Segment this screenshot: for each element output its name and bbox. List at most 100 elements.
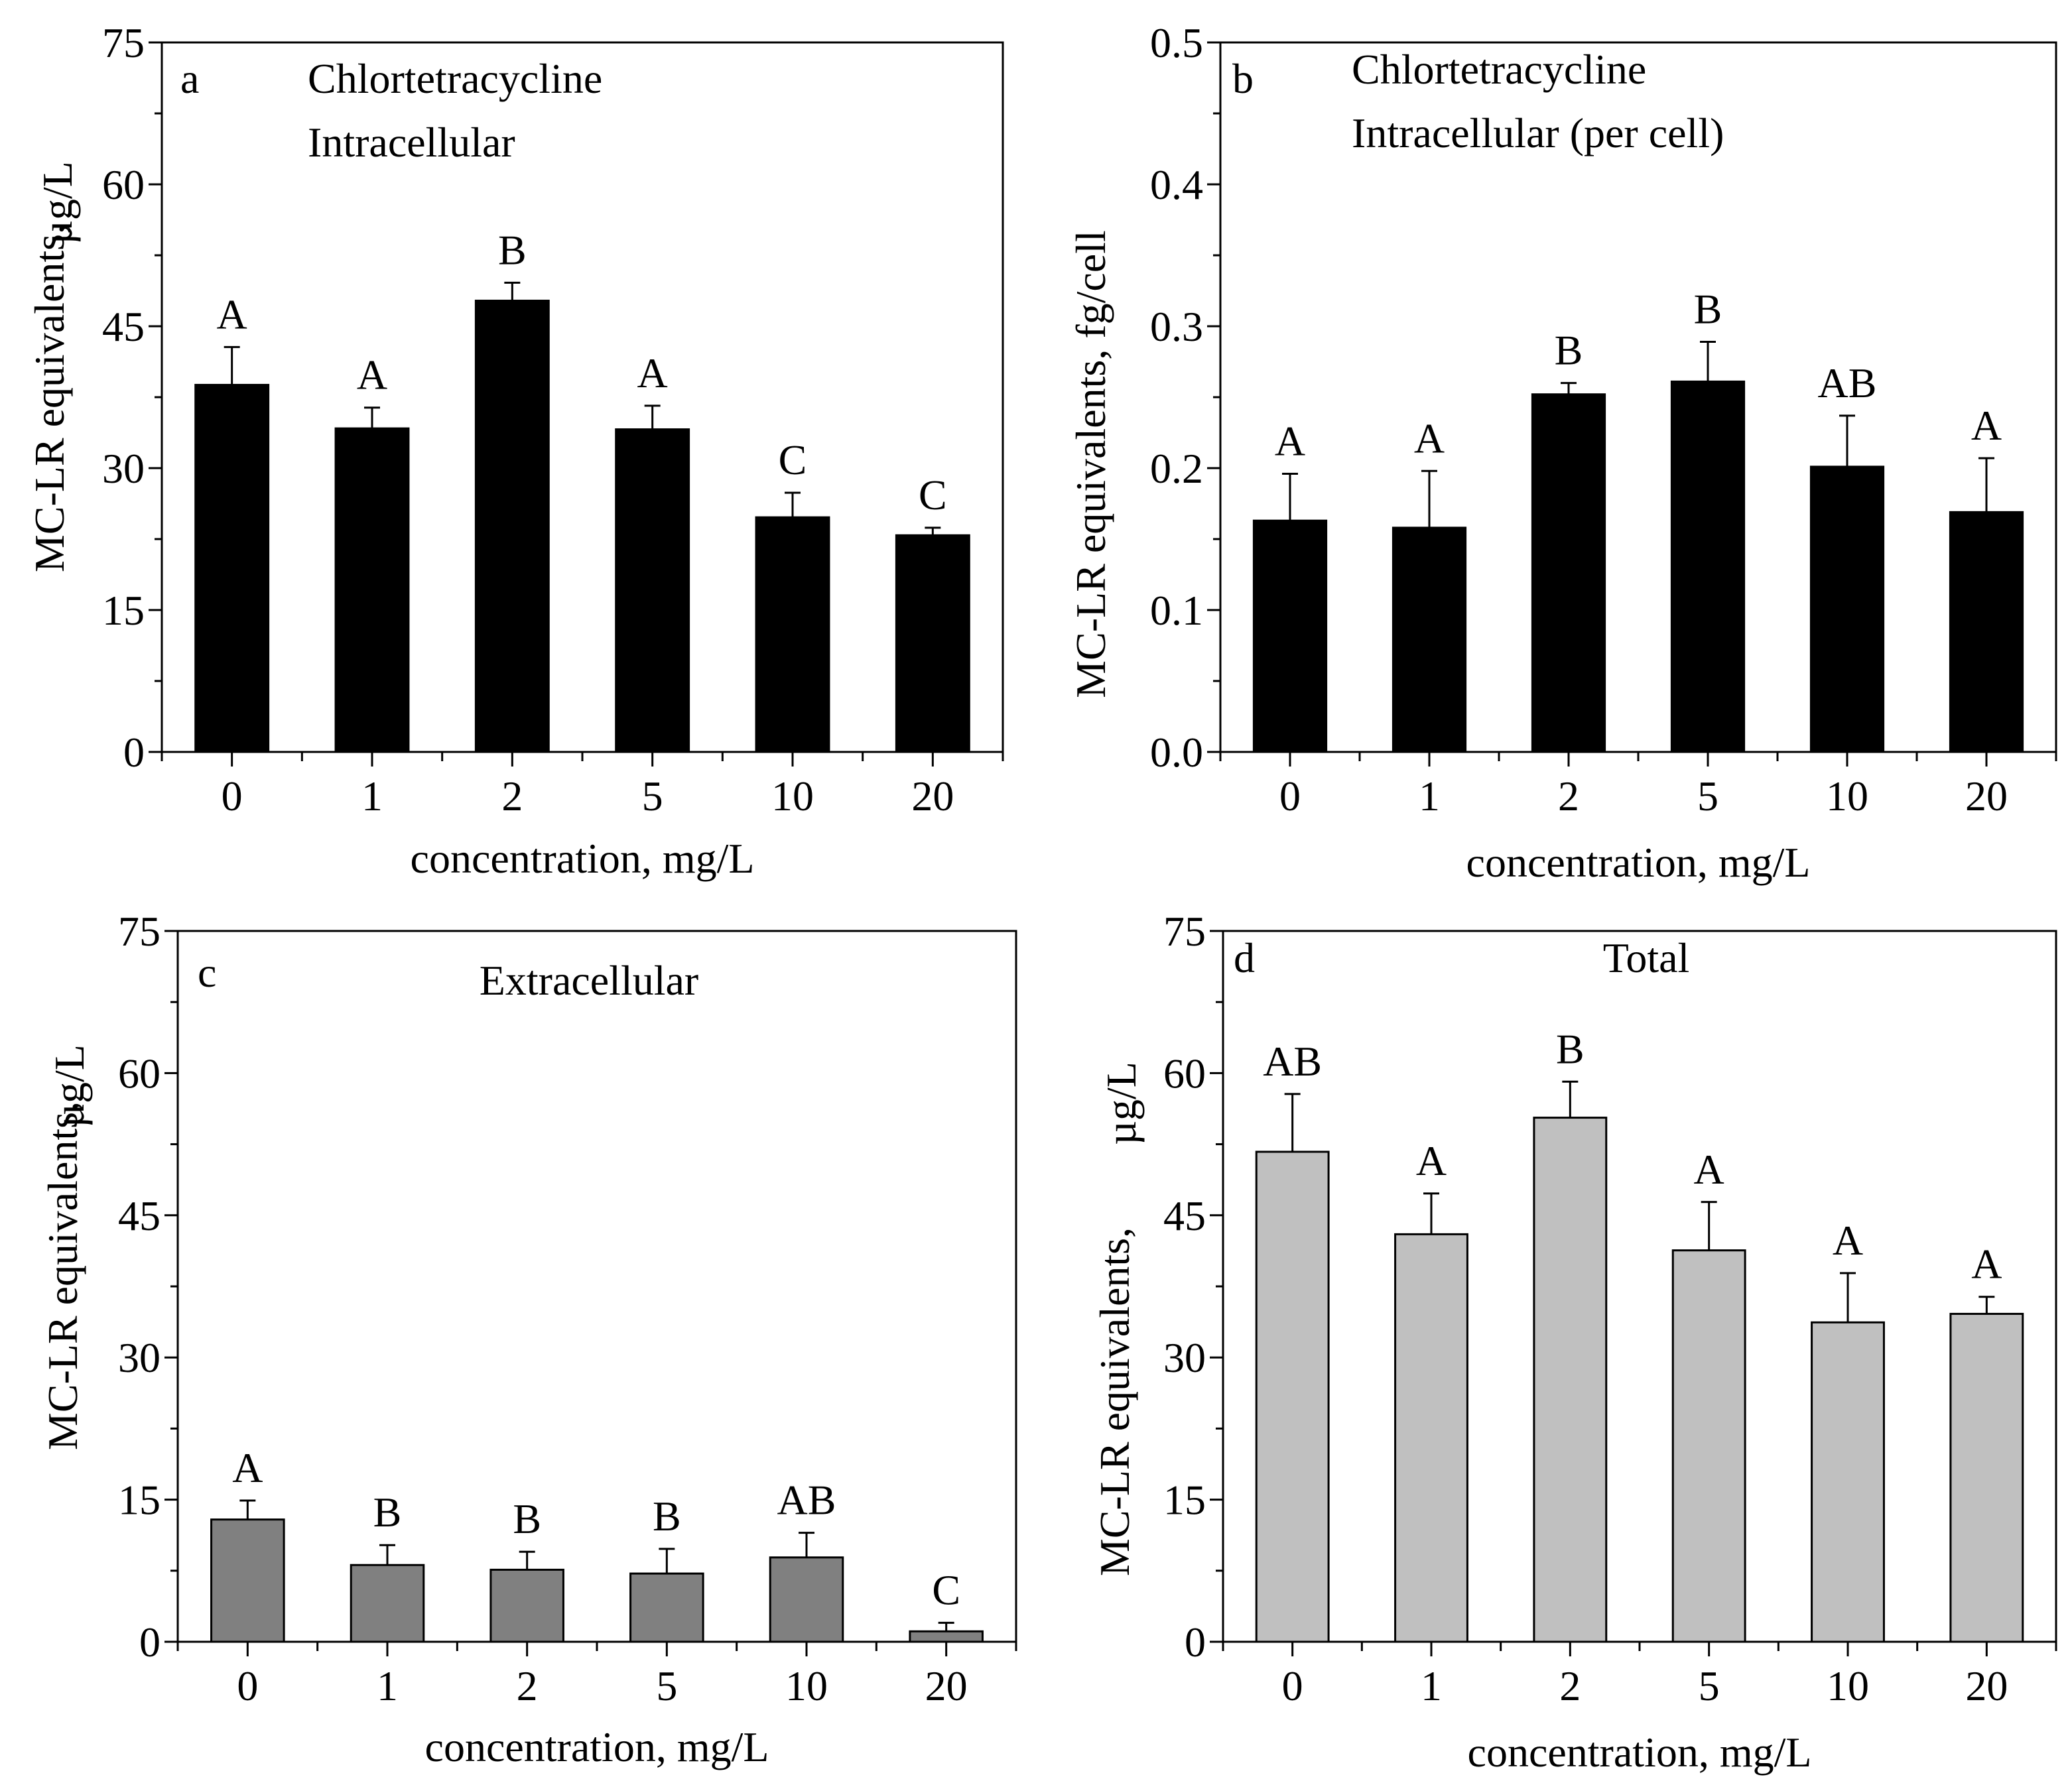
y-axis-unit: µg/L	[1098, 1062, 1145, 1145]
panel-a: A A B A C C 0 15 30 45 60 75 0 1 2 5 10 20 concentration, …	[26, 19, 1004, 882]
bar	[1531, 393, 1606, 753]
bar	[615, 428, 690, 753]
y-tick-label: 30	[102, 445, 145, 492]
plot-frame	[1222, 930, 2057, 1643]
x-axis-title: concentration, mg/L	[425, 1723, 769, 1770]
y-tick-label: 0.3	[1150, 303, 1203, 350]
x-tick-label: 10	[785, 1662, 828, 1709]
y-axis-title: MC-LR equivalents,	[26, 223, 73, 572]
bar	[1949, 1312, 2024, 1643]
panel-title-line: Chlortetracycline	[308, 55, 602, 102]
x-tick-label: 20	[1965, 772, 2008, 820]
y-axis-unit: µg/L	[34, 161, 81, 245]
x-tick-label: 20	[1965, 1662, 2008, 1709]
y-axis-title: MC-LR equivalents,	[1091, 1227, 1138, 1576]
y-tick-label: 75	[118, 908, 161, 955]
x-axis-title: concentration, mg/L	[1466, 839, 1811, 886]
bar	[194, 383, 270, 753]
panel-label: b	[1232, 55, 1254, 102]
x-tick-label: 0	[1282, 1662, 1303, 1709]
y-tick-label: 75	[102, 19, 145, 66]
significance-letter: A	[1694, 1146, 1724, 1193]
y-tick-label: 60	[118, 1050, 161, 1097]
bar	[1392, 526, 1467, 753]
bar	[334, 427, 410, 753]
y-axis-title: MC-LR equivalents, fg/cell	[1067, 230, 1114, 698]
significance-letter: C	[779, 436, 807, 483]
significance-letter: B	[498, 226, 527, 273]
y-tick-label: 0.4	[1150, 161, 1203, 208]
panel-title-line: Extracellular	[480, 957, 698, 1004]
panel-title-line: Chlortetracycline	[1352, 46, 1646, 93]
y-tick-label: 15	[118, 1477, 161, 1524]
y-tick-label: 0	[1185, 1619, 1206, 1666]
significance-letter: C	[932, 1566, 960, 1613]
significance-letter: A	[637, 349, 668, 397]
bar	[629, 1572, 704, 1643]
y-tick-label: 15	[102, 587, 145, 634]
x-axis-title: concentration, mg/L	[1468, 1729, 1812, 1776]
bar	[895, 534, 970, 753]
panel-title-line: Intracellular (per cell)	[1352, 109, 1724, 156]
bar	[769, 1556, 844, 1643]
x-tick-label: 1	[361, 772, 383, 820]
x-tick-label: 10	[771, 772, 814, 820]
plot-frame	[176, 930, 1017, 1643]
x-tick-label: 1	[377, 1662, 398, 1709]
x-tick-label: 20	[925, 1662, 968, 1709]
significance-letter: AB	[777, 1477, 836, 1524]
significance-letter: A	[1971, 1241, 2002, 1288]
x-tick-label: 10	[1827, 1662, 1869, 1709]
x-tick-label: 5	[1697, 772, 1718, 820]
x-tick-label: 2	[517, 1662, 538, 1709]
bar	[489, 1568, 564, 1643]
panel-label: d	[1234, 934, 1255, 981]
y-tick-label: 60	[102, 161, 145, 208]
x-tick-label: 0	[1279, 772, 1301, 820]
bar	[1394, 1233, 1468, 1643]
x-tick-label: 2	[1559, 1662, 1581, 1709]
bar	[474, 299, 550, 753]
significance-letter: B	[513, 1495, 541, 1542]
bar	[755, 516, 830, 753]
y-axis-unit: µg/L	[46, 1044, 93, 1128]
x-tick-label: 2	[1558, 772, 1579, 820]
bar	[1252, 519, 1328, 753]
significance-letter: A	[1414, 414, 1445, 462]
bar	[1255, 1150, 1330, 1643]
panel-title-line: Intracellular	[308, 119, 515, 166]
bar	[1671, 1249, 1746, 1643]
x-tick-label: 2	[501, 772, 523, 820]
bar	[1533, 1117, 1608, 1643]
y-tick-label: 15	[1163, 1477, 1206, 1524]
x-tick-label: 1	[1421, 1662, 1442, 1709]
significance-letter: AB	[1263, 1038, 1322, 1085]
significance-letter: A	[1416, 1137, 1447, 1184]
significance-letter: A	[217, 290, 247, 338]
significance-letter: B	[1694, 286, 1722, 333]
x-tick-label: 5	[642, 772, 663, 820]
significance-letter: C	[919, 471, 947, 519]
significance-letter: A	[232, 1444, 263, 1491]
x-tick-label: 0	[222, 772, 243, 820]
y-tick-label: 0.5	[1150, 19, 1203, 66]
x-tick-label: 5	[1699, 1662, 1720, 1709]
panel-title-line: Total	[1603, 934, 1690, 981]
x-tick-label: 5	[656, 1662, 677, 1709]
significance-letter: A	[1275, 418, 1305, 465]
x-tick-label: 1	[1419, 772, 1440, 820]
bar	[210, 1518, 285, 1643]
bar	[1811, 1321, 1885, 1643]
y-tick-label: 0	[139, 1619, 161, 1666]
bar	[909, 1630, 984, 1643]
y-tick-label: 0.1	[1150, 587, 1203, 634]
y-tick-label: 45	[1163, 1192, 1206, 1239]
panel-label: a	[180, 55, 199, 102]
y-tick-label: 0.0	[1150, 729, 1203, 776]
y-tick-label: 0	[123, 729, 145, 776]
significance-letter: A	[1833, 1217, 1863, 1264]
